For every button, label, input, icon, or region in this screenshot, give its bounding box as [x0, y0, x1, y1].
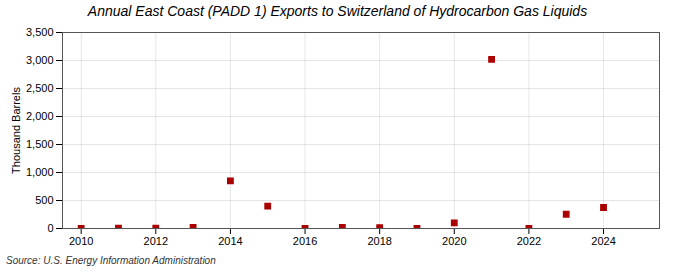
svg-text:3,500: 3,500 [26, 26, 54, 38]
svg-text:Thousand Barrels: Thousand Barrels [10, 87, 22, 174]
svg-text:0: 0 [47, 222, 53, 234]
html-text:Source: U.S. Energy Informatio: Source: U.S. Energy Information Administ… [6, 255, 216, 266]
svg-text:2016: 2016 [293, 235, 317, 247]
svg-text:2010: 2010 [69, 235, 93, 247]
svg-text:2,500: 2,500 [26, 82, 54, 94]
svg-text:2014: 2014 [218, 235, 242, 247]
svg-text:3,000: 3,000 [26, 54, 54, 66]
svg-text:2022: 2022 [517, 235, 541, 247]
svg-text:2020: 2020 [442, 235, 466, 247]
svg-text:2012: 2012 [144, 235, 168, 247]
svg-text:2018: 2018 [367, 235, 391, 247]
svg-text:500: 500 [35, 194, 53, 206]
svg-text:1,000: 1,000 [26, 166, 54, 178]
svg-text:2,000: 2,000 [26, 110, 54, 122]
svg-text:2024: 2024 [591, 235, 615, 247]
html-text:Annual East Coast (PADD 1) Exp: Annual East Coast (PADD 1) Exports to Sw… [87, 3, 588, 19]
svg-text:1,500: 1,500 [26, 138, 54, 150]
